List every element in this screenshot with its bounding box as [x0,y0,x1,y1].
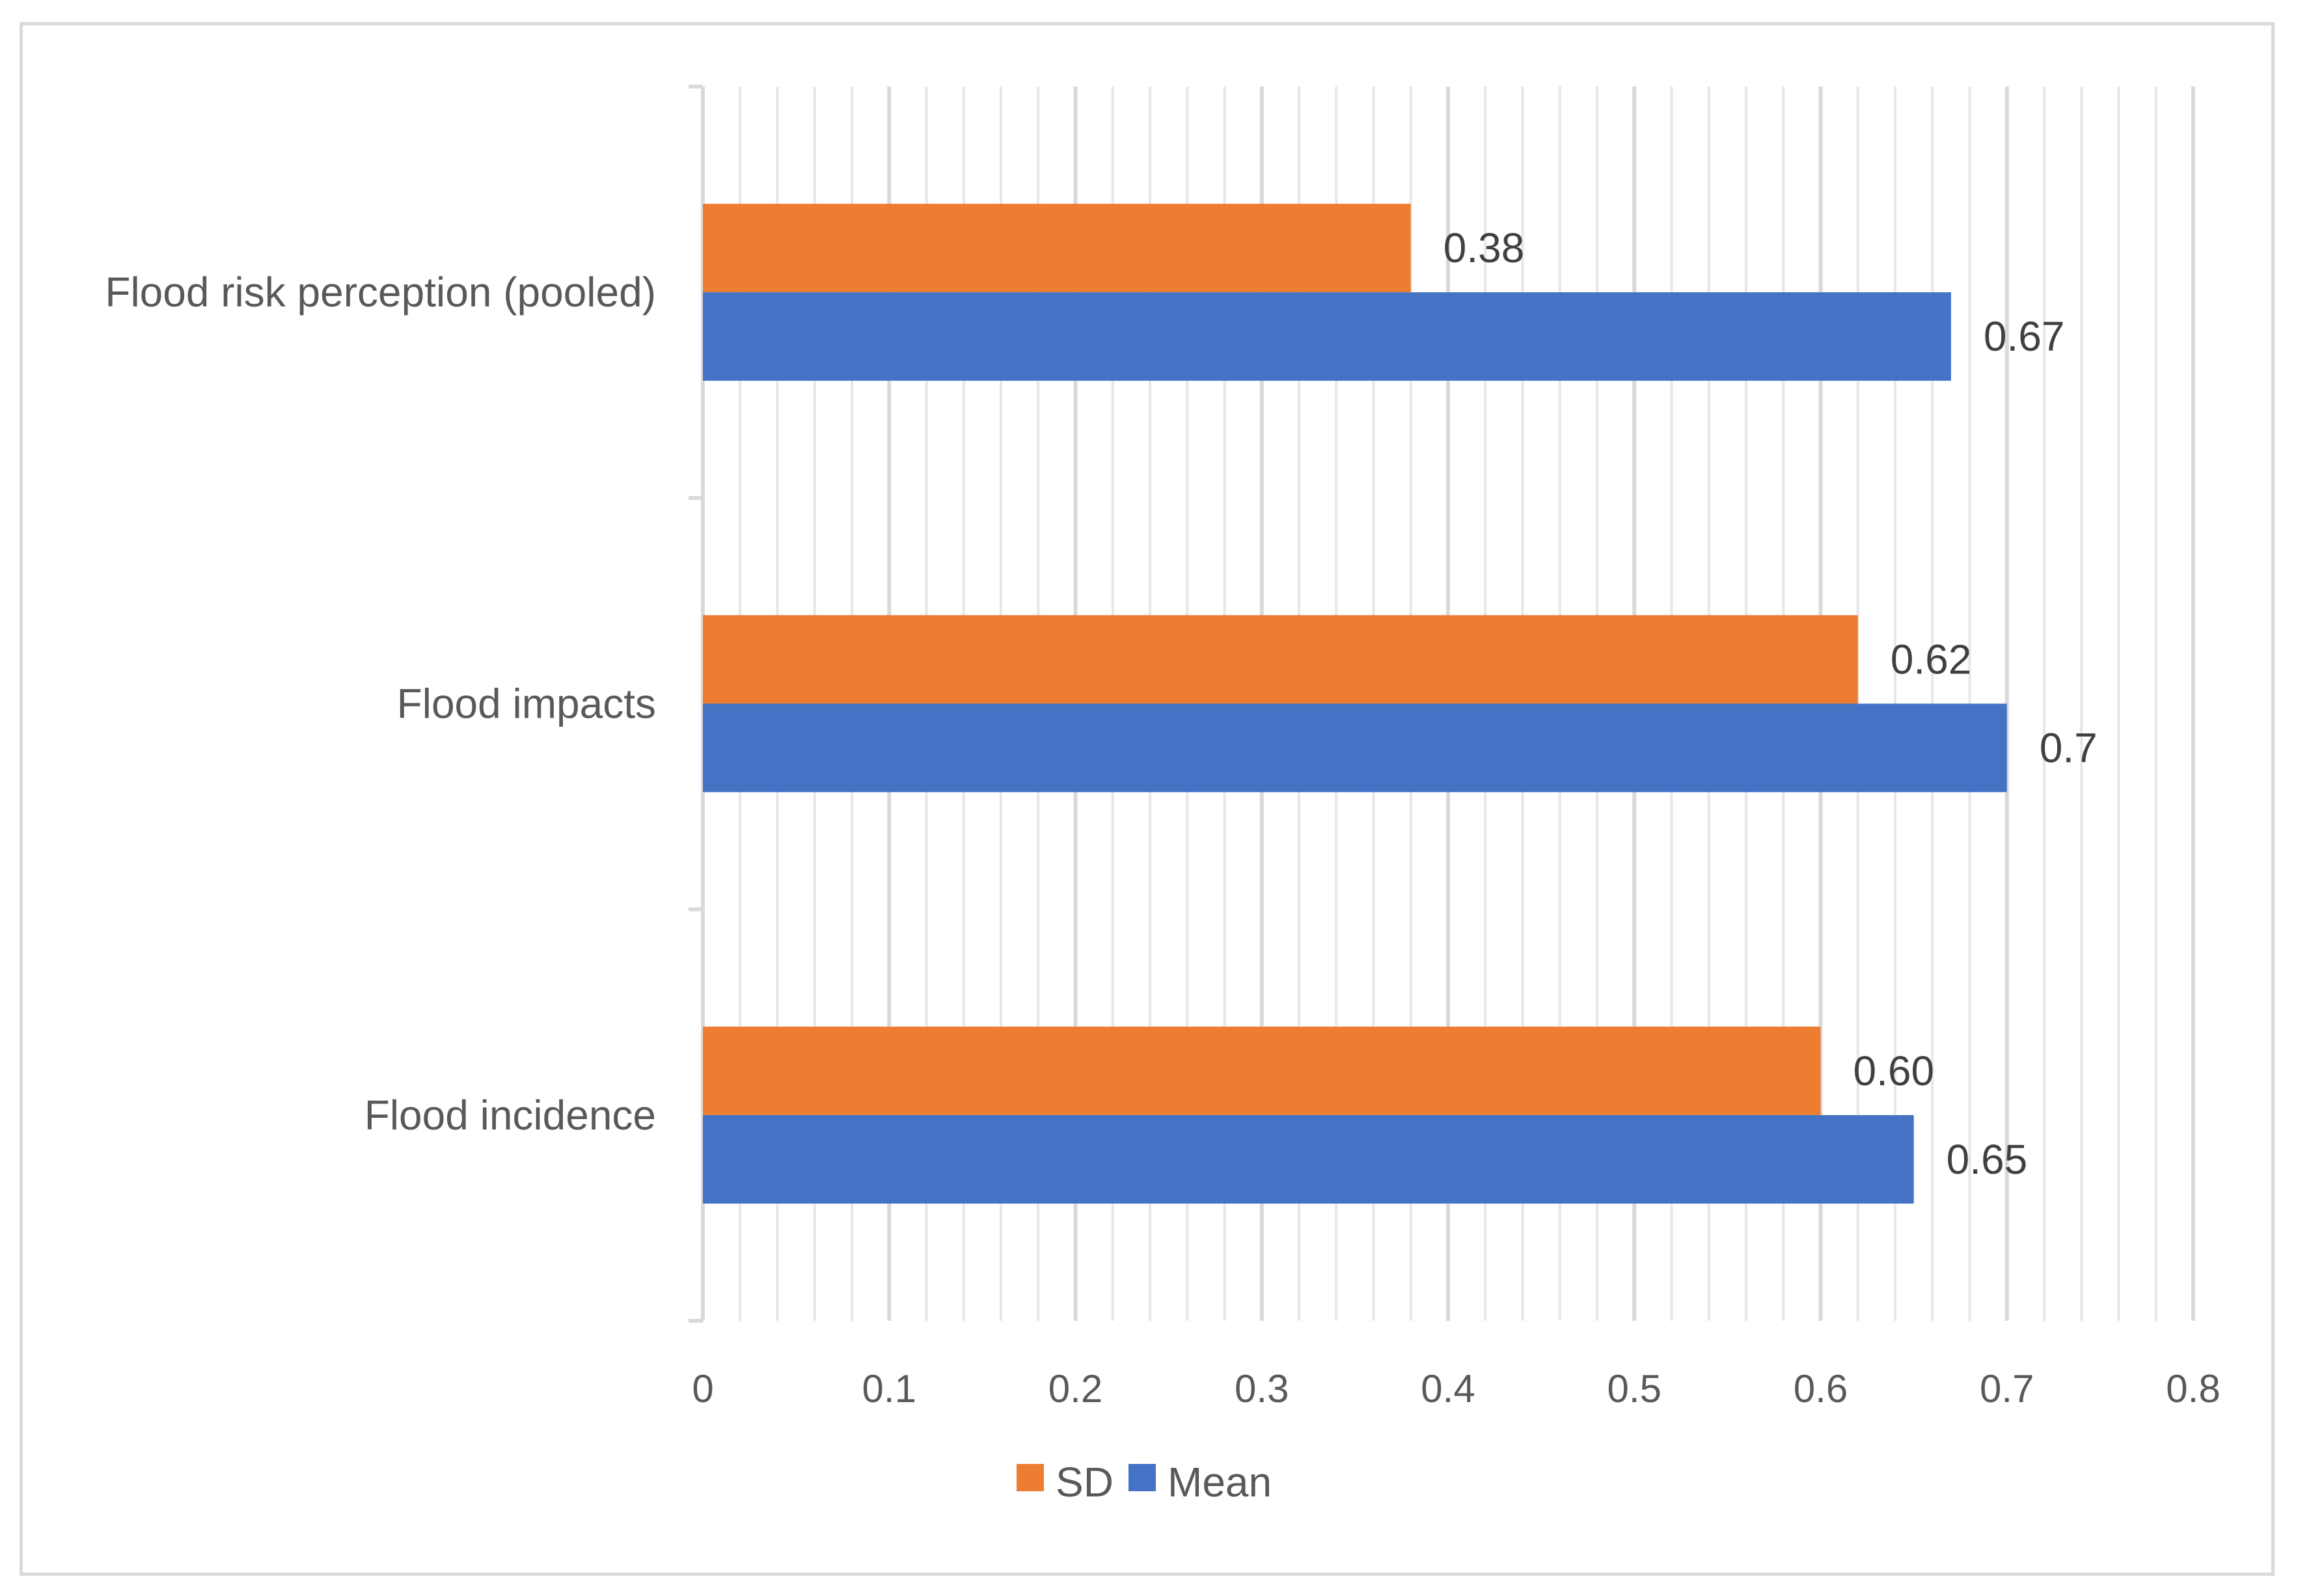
legend-swatch-sd [1017,1464,1044,1491]
x-tick-label: 0.4 [1421,1367,1475,1411]
data-label-sd: 0.38 [1443,224,1525,271]
bars [703,204,2007,1204]
data-label-sd: 0.60 [1853,1048,1935,1094]
x-tick-label: 0 [692,1367,713,1411]
x-tick-label: 0.6 [1794,1367,1848,1411]
bar-mean [703,292,1951,381]
data-labels: 0.38 0.67 0.62 0.7 0.60 0.65 [1443,224,2098,1183]
bar-mean [703,703,2007,792]
bar-mean [703,1115,1914,1204]
bar-sd [703,204,1411,293]
x-tick-labels: 0 0.1 0.2 0.3 0.4 0.5 0.6 0.7 0.8 [692,1367,2220,1411]
category-axis [689,85,705,1323]
bar-sd [703,615,1858,704]
legend: SD Mean [1017,1459,1272,1506]
bar-sd [703,1026,1821,1115]
x-tick-label: 0.8 [2166,1367,2220,1411]
x-tick-label: 0.2 [1048,1367,1102,1411]
legend-label-mean: Mean [1168,1459,1272,1506]
legend-swatch-mean [1128,1464,1156,1491]
category-label: Flood risk perception (pooled) [105,269,656,316]
x-tick-label: 0.7 [1980,1367,2034,1411]
legend-label-sd: SD [1056,1459,1114,1506]
data-label-mean: 0.67 [1984,313,2065,360]
x-tick-label: 0.3 [1235,1367,1289,1411]
x-tick-label: 0.1 [862,1367,916,1411]
category-label: Flood impacts [397,681,656,727]
data-label-sd: 0.62 [1891,636,1972,683]
category-label: Flood incidence [364,1092,656,1139]
data-label-mean: 0.7 [2040,725,2098,772]
data-label-mean: 0.65 [1947,1136,2028,1183]
category-labels: Flood risk perception (pooled) Flood impa… [105,269,656,1139]
x-tick-label: 0.5 [1607,1367,1662,1411]
